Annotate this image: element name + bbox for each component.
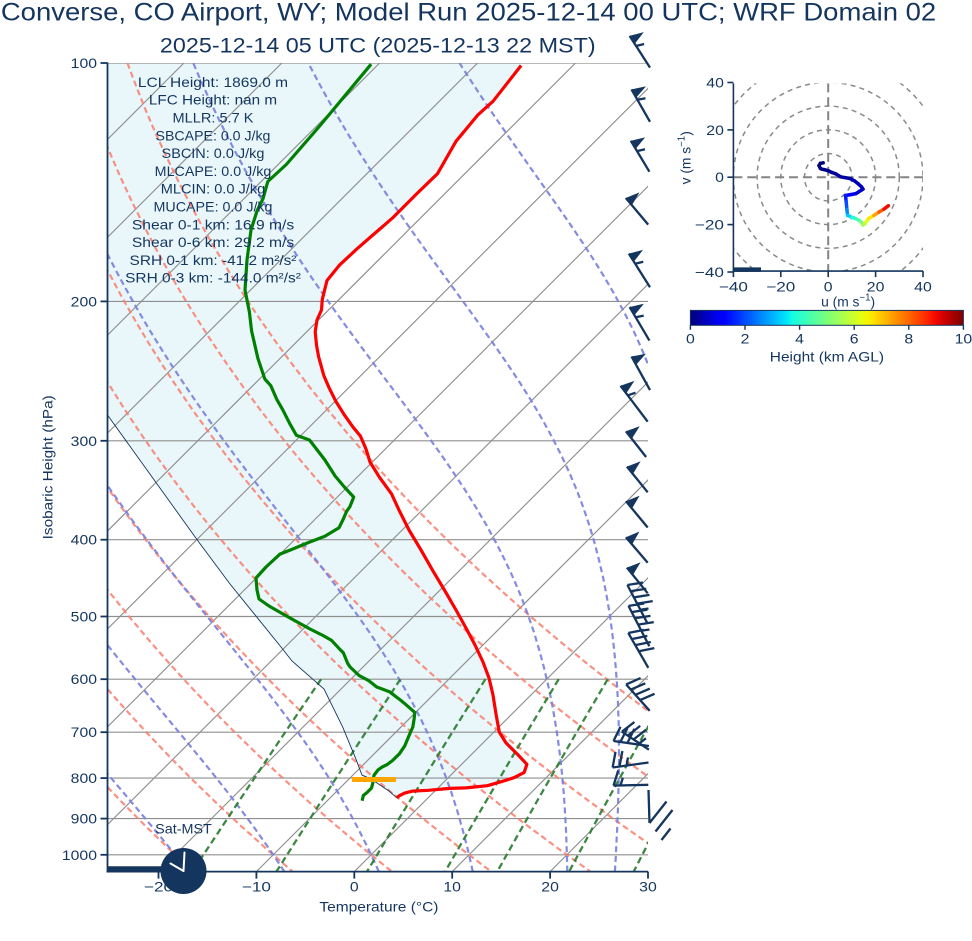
svg-text:1000: 1000 — [62, 848, 97, 863]
svg-text:0: 0 — [686, 332, 695, 347]
svg-text:Height (km AGL): Height (km AGL) — [770, 350, 884, 365]
svg-text:40: 40 — [914, 280, 932, 295]
svg-text:Shear 0-6 km: 29.2 m/s: Shear 0-6 km: 29.2 m/s — [132, 235, 294, 250]
svg-text:20: 20 — [706, 123, 724, 138]
svg-text:Shear 0-1 km: 16.9 m/s: Shear 0-1 km: 16.9 m/s — [132, 217, 294, 232]
svg-text:500: 500 — [71, 610, 98, 625]
svg-text:2: 2 — [741, 332, 750, 347]
svg-text:900: 900 — [71, 812, 98, 827]
svg-text:40: 40 — [706, 76, 724, 91]
svg-text:0: 0 — [824, 280, 833, 295]
svg-text:700: 700 — [71, 725, 98, 740]
svg-text:200: 200 — [71, 294, 98, 309]
svg-text:MLLR: 5.7 K: MLLR: 5.7 K — [173, 111, 255, 126]
svg-text:−10: −10 — [242, 880, 272, 895]
svg-text:800: 800 — [71, 771, 98, 786]
svg-text:Isobaric Height (hPa): Isobaric Height (hPa) — [41, 395, 56, 539]
svg-text:LFC Height: nan m: LFC Height: nan m — [149, 93, 277, 108]
svg-text:20: 20 — [867, 280, 885, 295]
svg-text:MLCIN: 0.0 J/kg: MLCIN: 0.0 J/kg — [161, 182, 266, 197]
svg-text:10: 10 — [955, 332, 972, 347]
svg-text:100: 100 — [71, 56, 98, 71]
svg-text:Converse, CO Airport, WY; Mode: Converse, CO Airport, WY; Model Run 2025… — [1, 0, 936, 27]
svg-text:LCL Height: 1869.0 m: LCL Height: 1869.0 m — [138, 75, 288, 90]
svg-text:−20: −20 — [766, 280, 796, 295]
svg-text:−40: −40 — [719, 280, 749, 295]
svg-text:Sat-MST: Sat-MST — [155, 822, 212, 837]
svg-text:20: 20 — [541, 880, 559, 895]
svg-text:10: 10 — [443, 880, 461, 895]
svg-text:30: 30 — [639, 880, 657, 895]
svg-text:−40: −40 — [695, 265, 725, 280]
svg-text:600: 600 — [71, 672, 98, 687]
svg-text:SBCIN: 0.0 J/kg: SBCIN: 0.0 J/kg — [162, 146, 265, 161]
svg-text:SRH 0-1 km: -41.2 m²/s²: SRH 0-1 km: -41.2 m²/s² — [130, 253, 297, 268]
svg-text:Temperature (°C): Temperature (°C) — [319, 900, 438, 915]
svg-text:4: 4 — [795, 332, 804, 347]
svg-text:8: 8 — [904, 332, 913, 347]
svg-text:6: 6 — [850, 332, 859, 347]
svg-text:SBCAPE: 0.0 J/kg: SBCAPE: 0.0 J/kg — [156, 128, 271, 143]
svg-text:−20: −20 — [695, 218, 725, 233]
svg-text:400: 400 — [71, 533, 98, 548]
svg-text:0: 0 — [715, 170, 724, 185]
svg-text:2025-12-14 05 UTC (2025-12-13: 2025-12-14 05 UTC (2025-12-13 22 MST) — [160, 34, 596, 57]
svg-text:MUCAPE: 0.0 J/kg: MUCAPE: 0.0 J/kg — [154, 200, 273, 215]
svg-text:300: 300 — [71, 434, 98, 449]
svg-text:0: 0 — [350, 880, 359, 895]
svg-text:MLCAPE: 0.0 J/kg: MLCAPE: 0.0 J/kg — [155, 164, 272, 179]
svg-text:SRH 0-3 km: -144.0 m²/s²: SRH 0-3 km: -144.0 m²/s² — [125, 271, 301, 286]
